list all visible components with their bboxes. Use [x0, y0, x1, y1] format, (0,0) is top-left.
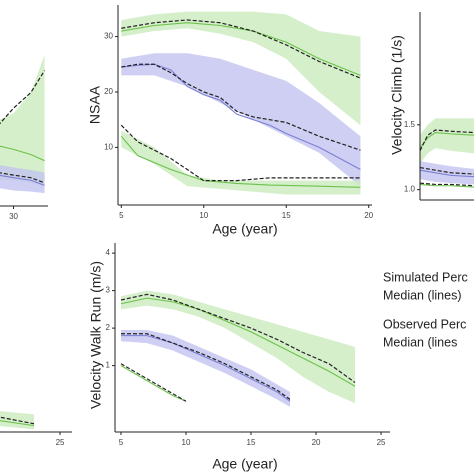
y-tick-label: 20 — [104, 87, 113, 96]
simulated-median-line — [120, 335, 291, 402]
simulated-median-line — [419, 169, 474, 178]
legend-text: Observed Perc — [383, 317, 466, 331]
observed-median-line — [120, 293, 356, 383]
x-tick-label: 25 — [377, 438, 386, 447]
x-tick-label: 20 — [364, 211, 373, 220]
observed-median-line — [120, 363, 187, 402]
x-axis-title: Age (year) — [212, 456, 277, 472]
y-tick-label: 10 — [104, 142, 113, 151]
simulated-median-line — [121, 22, 361, 76]
percentile-band — [0, 411, 35, 430]
x-tick-label: 25 — [56, 438, 65, 447]
simulated-median-line — [0, 145, 45, 162]
x-tick-label: 30 — [9, 212, 18, 221]
percentile-band — [121, 130, 361, 195]
observed-median-line — [419, 182, 474, 187]
x-tick-label: 15 — [247, 438, 256, 447]
y-tick-label: 2 — [106, 323, 111, 332]
legend-text: Median (lines) — [383, 288, 462, 302]
x-tick-label: 20 — [312, 438, 321, 447]
observed-median-line — [120, 333, 291, 400]
simulated-median-line — [120, 297, 356, 387]
x-axis-title: Age (year) — [212, 221, 277, 237]
y-tick-label: 30 — [104, 32, 113, 41]
y-axis-title: Velocity Walk Run (m/s) — [88, 261, 104, 409]
observed-median-line — [121, 63, 361, 151]
percentile-band — [420, 118, 474, 164]
simulated-median-line — [0, 174, 45, 186]
percentile-band — [120, 330, 291, 407]
simulated-median-line — [120, 365, 187, 402]
simulated-median-line — [419, 132, 474, 149]
x-tick-label: 15 — [282, 211, 291, 220]
percentile-band — [0, 55, 45, 186]
y-axis-title: NSAA — [87, 85, 103, 124]
observed-median-line — [419, 166, 474, 175]
y-tick-label: 1.0 — [404, 185, 416, 194]
observed-median-line — [419, 129, 474, 151]
x-tick-label: 5 — [119, 438, 124, 447]
y-tick-label: 1 — [106, 361, 111, 370]
y-axis-title: Velocity Climb (1/s) — [389, 35, 405, 155]
observed-median-line — [120, 124, 361, 182]
simulated-median-line — [419, 183, 474, 188]
percentile-band — [121, 53, 361, 187]
legend-text: Simulated Perc — [383, 270, 468, 284]
simulated-median-line — [120, 135, 361, 188]
y-tick-label: 4 — [106, 248, 111, 257]
legend-text: Median (lines — [383, 335, 457, 349]
x-tick-label: 5 — [119, 211, 124, 220]
x-tick-label: 10 — [182, 438, 191, 447]
y-tick-label: 1.5 — [404, 120, 416, 129]
percentile-band — [120, 290, 356, 404]
simulated-median-line — [0, 420, 35, 427]
x-tick-label: 10 — [199, 211, 208, 220]
percentile-band — [121, 11, 361, 126]
observed-median-line — [0, 416, 35, 425]
observed-median-line — [121, 19, 361, 79]
percentile-band — [420, 161, 474, 185]
y-tick-label: 3 — [106, 286, 111, 295]
observed-median-line — [0, 172, 45, 184]
